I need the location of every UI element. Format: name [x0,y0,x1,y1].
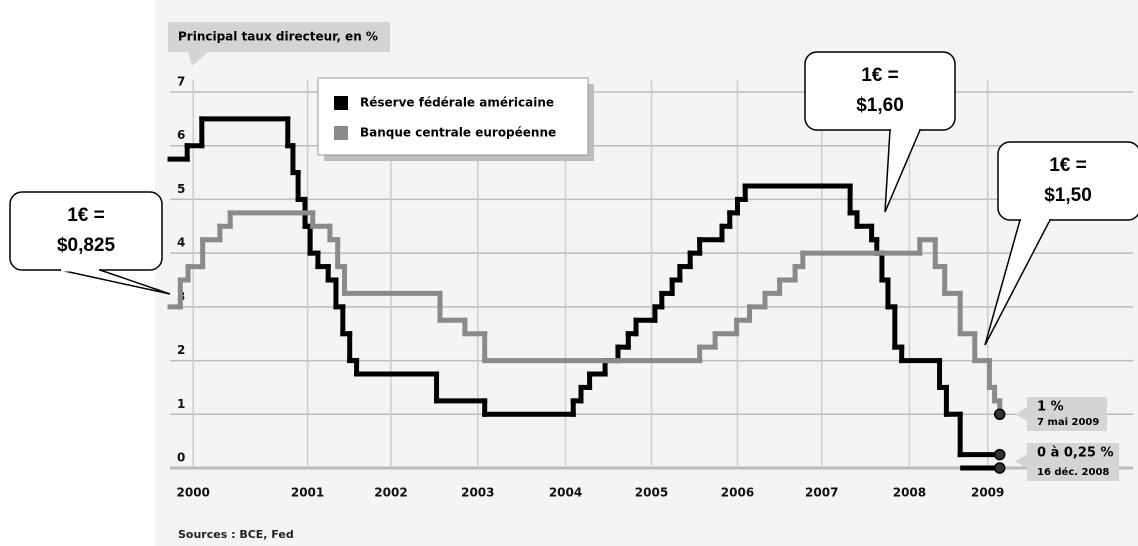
end-label: 1 % [1037,400,1064,415]
callout-box [9,191,163,271]
x-tick-label: 2008 [893,486,926,500]
x-tick-label: 2006 [721,486,754,500]
y-tick-label: 7 [177,75,185,89]
title-pointer [188,52,208,66]
x-tick-label: 2000 [177,486,210,500]
end-label-pointer [1015,454,1027,469]
y-tick-label: 6 [177,128,185,142]
end-label-box [1027,397,1107,431]
legend: Réserve fédérale américaine Banque centra… [317,77,594,161]
callout-text: $1,50 [1044,185,1092,206]
source: Sources : BCE, Fed [178,528,294,541]
end-dot [993,462,1006,474]
x-tick-label: 2007 [805,486,838,500]
end-label-date: 16 déc. 2008 [1037,466,1109,478]
y-tick-label: 1 [177,397,185,411]
end-label-pointer [1015,407,1027,422]
y-tick-label: 5 [177,182,185,196]
callout-box [997,141,1138,221]
x-tick-label: 2001 [291,486,324,500]
legend-swatch [334,96,348,110]
title-tag: Principal taux directeur, en % [168,22,390,66]
legend-box [317,77,589,156]
legend-swatch [334,126,348,140]
plot [167,116,1003,471]
y-tick-label: 2 [177,343,185,357]
x-tick-label: 2002 [374,486,407,500]
y-tick-label: 0 [177,451,185,465]
end-dot [993,448,1006,461]
legend-label: Banque centrale européenne [360,126,556,140]
end-label-date: 7 mai 2009 [1037,417,1099,428]
callout-text: $1,60 [856,95,904,116]
callout-text: 1€ = [67,205,105,226]
legend-label: Réserve fédérale américaine [360,96,554,110]
callout-tail [59,269,171,295]
callout-box [804,51,956,131]
chart-background [155,0,1138,546]
callout-text: 1€ = [861,65,899,86]
callout-text: 1€ = [1049,155,1087,176]
y-tick-label: 4 [177,236,185,250]
callout-text: $0,825 [57,235,116,256]
end-dot [993,408,1006,421]
end-label-box [1027,443,1119,481]
x-tick-label: 2005 [635,486,668,500]
title-box [168,22,390,52]
end-label: 0 à 0,25 % [1037,446,1114,461]
annotations: 1 % 7 mai 2009 0 à 0,25 % 16 déc. 2008 1€ = $… [9,51,1138,481]
x-tick-label: 2009 [971,486,1004,500]
chart-title: Principal taux directeur, en % [178,30,378,44]
x-tick-label: 2004 [549,486,582,500]
x-tick-label: 2003 [461,486,494,500]
